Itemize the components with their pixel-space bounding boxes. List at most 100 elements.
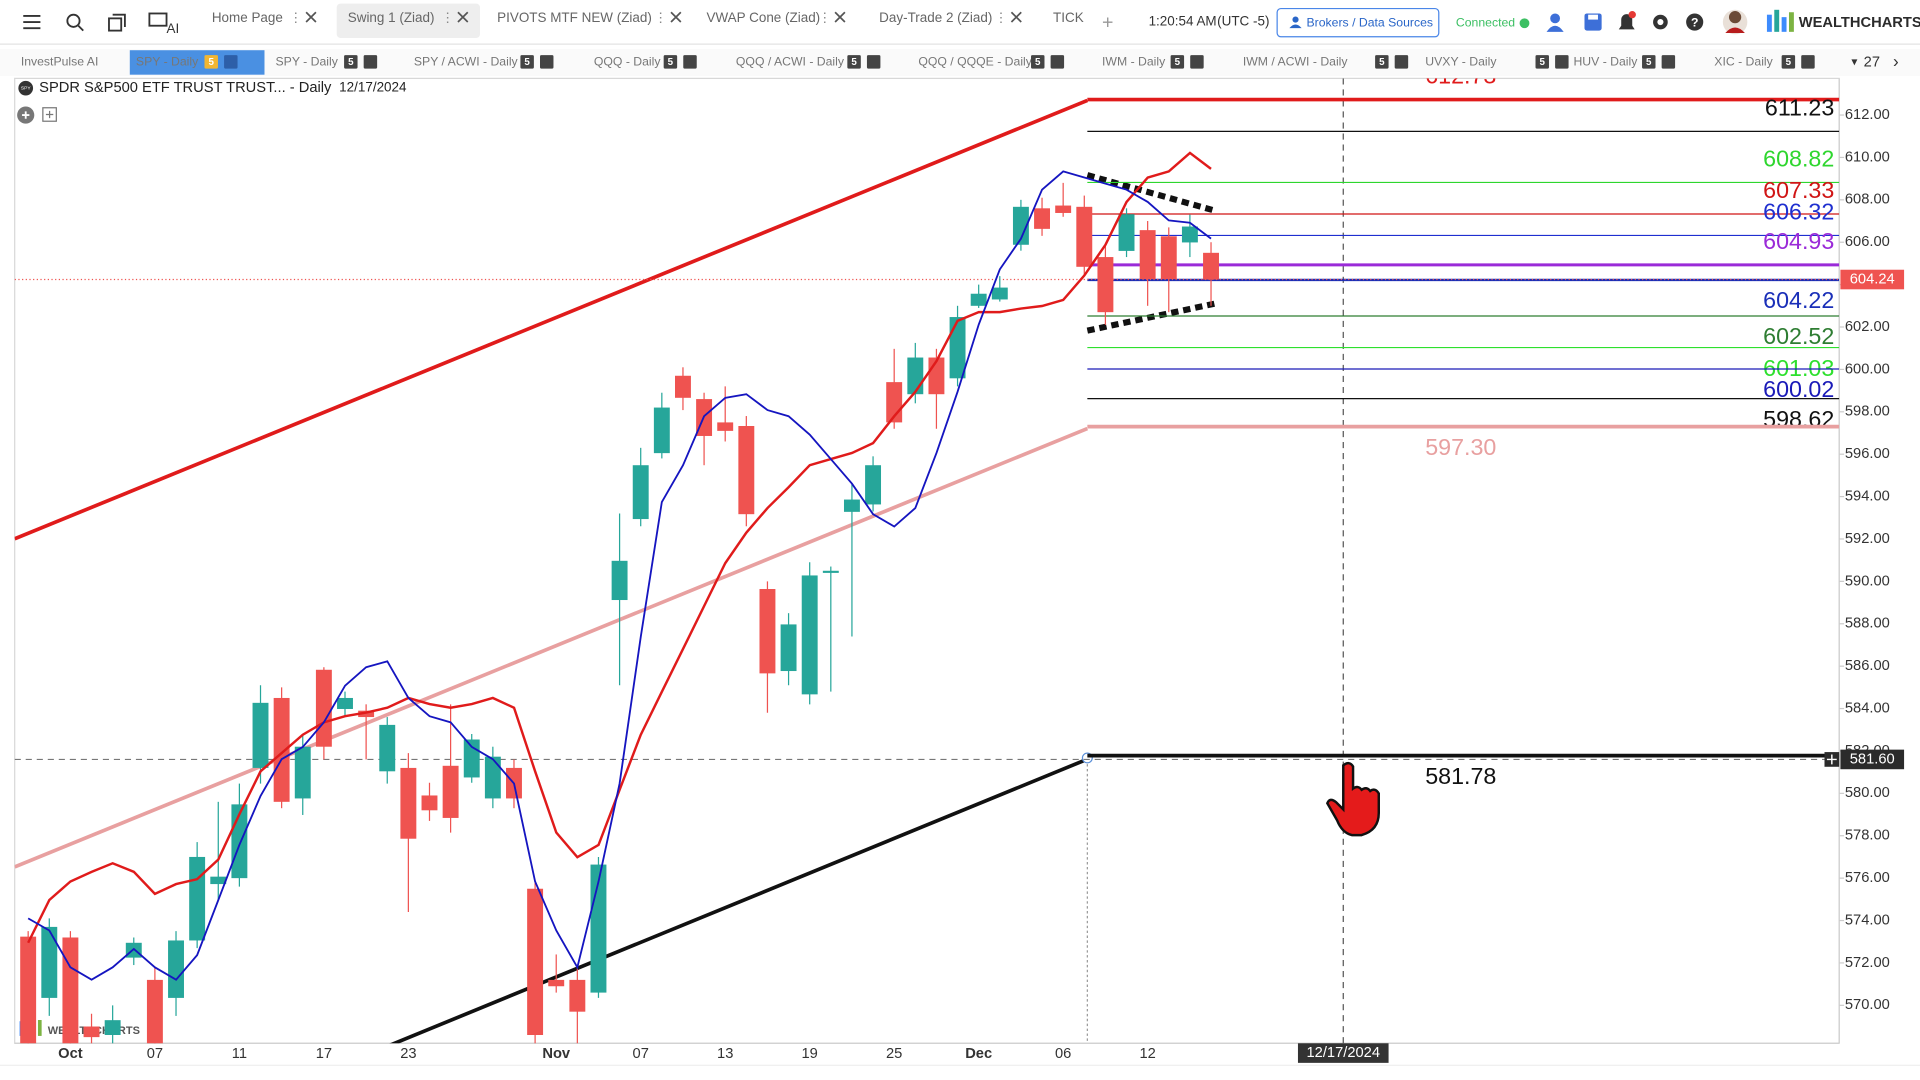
chart-tab[interactable]: QQQ / QQQE - Daily 5 <box>918 55 1065 69</box>
timezone: (UTC -5) <box>1217 14 1269 29</box>
candle-body <box>822 570 839 573</box>
chart-tab-close[interactable] <box>540 55 554 69</box>
workspace-tab[interactable]: PIVOTS MTF NEW (Ziad) ⋮ <box>497 10 682 25</box>
tab-count: 27 <box>1864 54 1880 70</box>
clock: 1:20:54 AM <box>1149 14 1217 29</box>
tab-menu-icon[interactable]: ⋮ <box>818 10 831 25</box>
x-tick-label: Dec <box>965 1046 992 1062</box>
chart-tab[interactable]: IWM / ACWI - Daily 5 <box>1243 55 1409 69</box>
chart-tab[interactable]: HUV - Daily 5 <box>1573 55 1676 69</box>
chart-tab-close[interactable] <box>363 55 378 69</box>
chart-tab-close[interactable] <box>1394 55 1409 69</box>
chart-tab[interactable]: SPY / ACWI - Daily 5 <box>414 55 554 69</box>
price-level-label: 607.33 <box>1763 177 1834 203</box>
ai-button[interactable]: AI <box>148 12 179 36</box>
y-tick-label: 594.00 <box>1845 488 1890 504</box>
chart-tab-label: HUV - Daily <box>1573 55 1638 69</box>
workspace-tab[interactable]: Home Page ⋮ <box>212 10 317 25</box>
search-button[interactable] <box>66 13 84 32</box>
users-button[interactable] <box>1546 13 1564 32</box>
brand-logo: WEALTHCHARTS <box>1766 9 1920 32</box>
avatar[interactable] <box>1722 9 1748 35</box>
workspace-tab[interactable]: VWAP Cone (Ziad)⋮ <box>707 10 846 25</box>
chart-tab-close[interactable] <box>866 55 881 69</box>
chart-tab[interactable]: InvestPulse AI <box>21 55 99 69</box>
price-level-label: 600.02 <box>1763 376 1834 402</box>
candle-body <box>1012 206 1029 245</box>
candle-body <box>759 589 776 674</box>
candle-body <box>252 702 269 768</box>
help-button[interactable]: ? <box>1686 13 1704 31</box>
chart-tab-badge-bg <box>344 55 358 69</box>
workspace-tab[interactable]: TICK <box>1053 10 1084 25</box>
y-tick-label: 570.00 <box>1845 997 1890 1013</box>
candle-body <box>400 767 417 839</box>
add-tab-icon[interactable]: + <box>1102 11 1113 33</box>
menu-button[interactable] <box>23 15 41 30</box>
x-tick-label: 25 <box>886 1046 902 1062</box>
chart-tab[interactable]: QQQ / ACWI - Daily 5 <box>736 55 881 69</box>
price-level-label: 604.93 <box>1763 228 1834 254</box>
candle-body <box>548 979 565 987</box>
x-tick-label: 11 <box>232 1046 247 1062</box>
candle-body <box>379 724 396 772</box>
chart-tab-close[interactable] <box>1661 55 1676 69</box>
tab-close-icon[interactable] <box>834 11 846 23</box>
crosshair-price-badge <box>1840 749 1905 770</box>
chart-tab[interactable]: QQQ - Daily 5 <box>594 55 697 69</box>
y-tick-label: 586.00 <box>1845 658 1890 674</box>
tab-close-icon[interactable] <box>457 11 469 23</box>
chart-tab-label: IWM / ACWI - Daily <box>1243 55 1349 69</box>
alerts-button[interactable] <box>1618 11 1636 30</box>
chart-tab-badge: 5 <box>1175 57 1181 68</box>
settings-button[interactable] <box>1653 14 1668 30</box>
symbol-logo: SPY <box>18 80 34 96</box>
expand-button[interactable] <box>42 107 57 122</box>
tab-close-icon[interactable] <box>1010 11 1022 23</box>
candle-body <box>210 876 227 885</box>
candle-body <box>675 375 691 398</box>
tabs-dropdown-icon[interactable]: ▾ <box>1851 55 1857 69</box>
x-tick-label: 17 <box>316 1046 332 1062</box>
tabs-scroll-icon[interactable]: › <box>1893 51 1899 71</box>
tab-menu-icon[interactable]: ⋮ <box>654 10 667 25</box>
price-level-label: 608.82 <box>1763 146 1834 172</box>
chart-tab-close[interactable] <box>683 55 697 69</box>
y-tick-label: 610.00 <box>1845 149 1890 165</box>
tab-menu-icon[interactable]: ⋮ <box>994 10 1007 25</box>
hand-cursor <box>1325 761 1380 837</box>
chart-tab[interactable]: SPY - Daily 5 <box>276 55 378 69</box>
candle-body <box>189 856 206 941</box>
x-tick-label: 07 <box>147 1046 163 1062</box>
layouts-button[interactable] <box>108 13 126 32</box>
chart-tab-label: SPY - Daily <box>276 55 339 69</box>
tab-menu-icon[interactable]: ⋮ <box>289 10 302 25</box>
save-button[interactable] <box>1584 13 1602 31</box>
svg-text:SPY: SPY <box>21 85 32 91</box>
chart-tab-close[interactable] <box>1555 55 1569 69</box>
active-tab-background <box>336 3 480 38</box>
chart-tab[interactable]: UVXY - Daily 5 <box>1425 55 1569 69</box>
workspace-tab[interactable]: Day-Trade 2 (Ziad) ⋮ <box>879 10 1022 25</box>
tab-close-icon[interactable] <box>670 11 682 23</box>
brokers-button[interactable]: Brokers / Data Sources <box>1276 7 1440 38</box>
chart-tab[interactable]: XIC - Daily 5 <box>1714 55 1815 69</box>
chart-tab-close[interactable] <box>1801 55 1815 69</box>
price-level-label: 612.73 <box>1425 63 1496 89</box>
indicator-settings-button[interactable] <box>17 106 35 124</box>
y-tick-label: 612.00 <box>1845 107 1890 123</box>
candle-body <box>1139 230 1156 280</box>
tab-menu-icon[interactable]: ⋮ <box>441 10 454 25</box>
chart-tab-close[interactable] <box>1190 55 1204 69</box>
workspace-tab[interactable]: Swing 1 (Ziad) ⋮ <box>348 10 469 25</box>
price-level-label: 602.52 <box>1763 323 1834 349</box>
plot: WEALTHCHARTS 612.73611.23608.82607.33606… <box>14 63 1840 1044</box>
chart-tab-badge: 5 <box>851 57 857 68</box>
candle-body <box>146 979 163 1044</box>
chart-tab[interactable]: IWM - Daily 5 <box>1102 55 1204 69</box>
chart-tab-close[interactable] <box>1050 55 1065 69</box>
tab-close-icon[interactable] <box>305 11 317 23</box>
chart-tab-close[interactable] <box>224 55 238 69</box>
chart-tab[interactable]: SPY - Daily 5 <box>136 55 238 69</box>
